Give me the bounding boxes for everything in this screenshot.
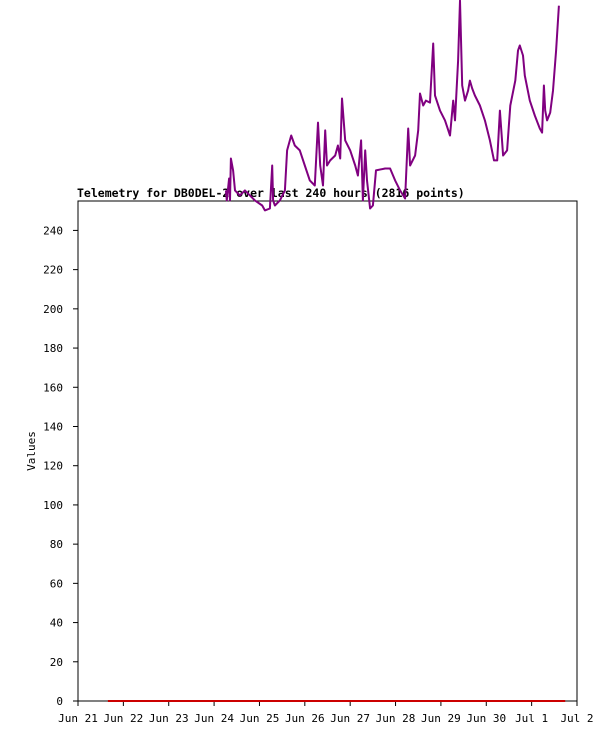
- x-tick-label: Jun 26: [285, 712, 325, 725]
- y-tick-label: 140: [43, 420, 63, 433]
- x-tick-label: Jul 1: [515, 712, 548, 725]
- x-tick-label: Jul 2: [560, 712, 593, 725]
- y-axis-label: Values: [25, 431, 38, 471]
- y-tick-label: 80: [50, 538, 63, 551]
- x-tick-label: Jun 22: [103, 712, 143, 725]
- y-tick-label: 20: [50, 656, 63, 669]
- y-tick-label: 220: [43, 264, 63, 277]
- y-tick-label: 180: [43, 342, 63, 355]
- y-tick-label: 200: [43, 303, 63, 316]
- x-tick-label: Jun 23: [149, 712, 189, 725]
- x-tick-label: Jun 28: [376, 712, 416, 725]
- y-tick-label: 60: [50, 577, 63, 590]
- series-line: [224, 0, 560, 212]
- x-tick-label: Jun 27: [330, 712, 370, 725]
- y-tick-label: 160: [43, 381, 63, 394]
- x-tick-label: Jun 25: [240, 712, 280, 725]
- plot-frame: [77, 200, 578, 702]
- x-tick-label: Jun 29: [421, 712, 461, 725]
- x-tick-label: Jun 21: [58, 712, 98, 725]
- y-tick-label: 120: [43, 460, 63, 473]
- y-tick-label: 40: [50, 617, 63, 630]
- y-tick-label: 240: [43, 224, 63, 237]
- y-tick-label: 0: [56, 695, 63, 708]
- x-tick-label: Jun 24: [194, 712, 234, 725]
- x-tick-label: Jun 30: [466, 712, 506, 725]
- y-tick-label: 100: [43, 499, 63, 512]
